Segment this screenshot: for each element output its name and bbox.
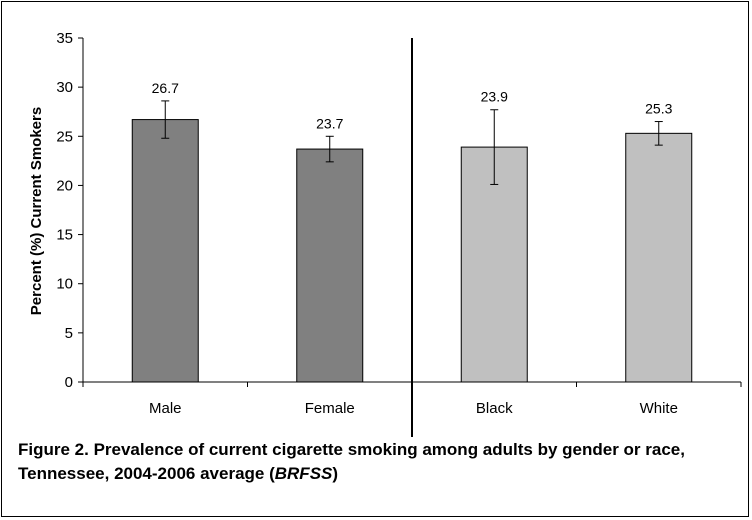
- data-label: 26.7: [152, 80, 179, 96]
- bar-male: [131, 119, 199, 383]
- bar-female: [296, 148, 364, 383]
- y-tick-label: 35: [56, 30, 73, 47]
- y-tick-label: 5: [65, 325, 73, 342]
- y-tick-label: 15: [56, 227, 73, 244]
- data-label: 23.7: [316, 115, 343, 131]
- data-label: 23.9: [481, 89, 508, 105]
- x-tick-label: Male: [149, 400, 182, 417]
- y-tick-label: 0: [65, 374, 73, 391]
- caption-main: Figure 2. Prevalence of current cigarett…: [18, 440, 685, 483]
- x-tick-label: Black: [476, 400, 513, 417]
- y-tick-label: 25: [56, 128, 73, 145]
- y-tick-label: 30: [56, 79, 73, 96]
- y-tick-label: 10: [56, 276, 73, 293]
- caption-end: ): [332, 464, 339, 483]
- x-tick-label: White: [640, 400, 678, 417]
- bar-white: [625, 132, 693, 383]
- y-tick-label: 20: [56, 177, 73, 194]
- caption-source: BRFSS: [274, 464, 333, 483]
- data-label: 25.3: [645, 101, 672, 117]
- bar-chart: Percent (%) Current Smokers 0 5 10 15 20 25 30…: [28, 30, 742, 437]
- bars: 26.7 23.7 23.9 25.3: [131, 80, 693, 383]
- y-axis-label: Percent (%) Current Smokers: [28, 107, 45, 315]
- bar-black: [460, 146, 528, 383]
- figure-caption: Figure 2. Prevalence of current cigarett…: [18, 438, 743, 486]
- x-tick-label: Female: [305, 400, 355, 417]
